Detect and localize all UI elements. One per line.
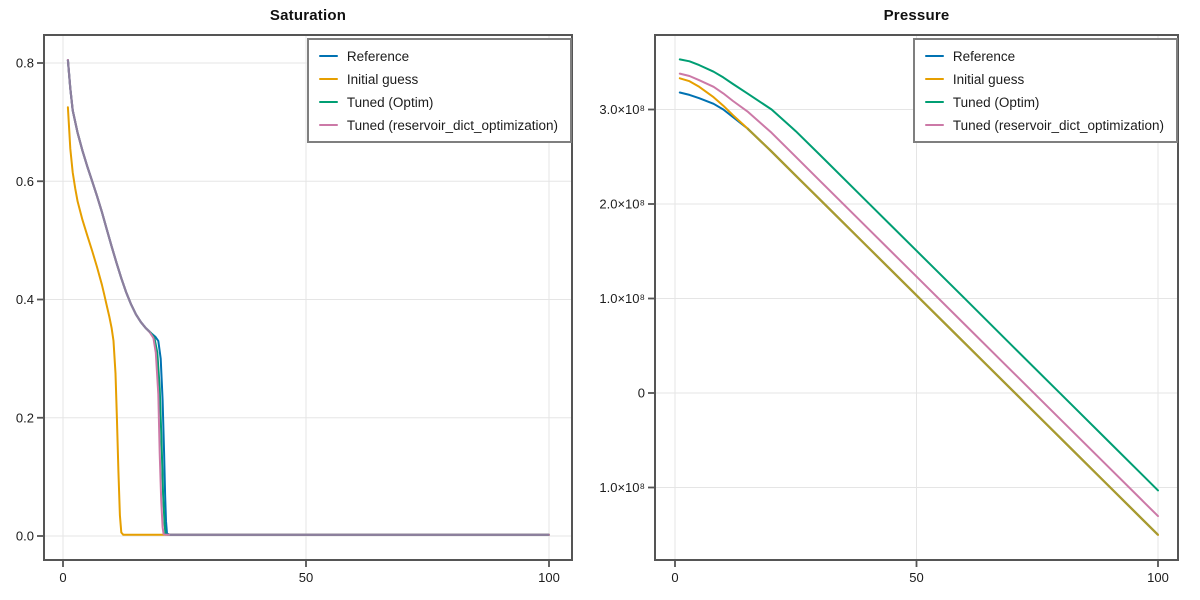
legend-entry-label: Reference (952, 48, 1016, 64)
legend-entry-label: Reference (346, 48, 410, 64)
legend-entry: Reference (318, 47, 558, 65)
y-axis-tick-label: 2.0×10⁸ (600, 197, 645, 212)
legend-entry-label: Tuned (reservoir_dict_optimization) (952, 117, 1164, 133)
series-line-tuned-optim- (678, 58, 1159, 492)
overlapping-series-line (746, 127, 1159, 536)
x-axis-tick-label: 0 (671, 570, 678, 585)
pressure-plot-title: Pressure (883, 7, 950, 24)
saturation-plot-title: Saturation (269, 7, 347, 24)
pressure-plot-area: 0 50 100 −1.0×10⁸ 0 1.0×10⁸ 2.0×10⁸ 3.0×10⁸ (600, 34, 1179, 585)
overlapping-series-line (66, 59, 152, 334)
legend-entry-label: Tuned (Optim) (952, 94, 1040, 110)
y-axis-tick-label: 0 (638, 386, 645, 401)
axes-frame (654, 34, 1179, 561)
legend-entry: Tuned (Optim) (924, 93, 1164, 111)
y-axis-tick-label: 0.8 (16, 56, 34, 71)
legend-line-swatch (924, 77, 944, 81)
legend-line-swatch (924, 100, 944, 104)
legend-entry-label: Tuned (reservoir_dict_optimization) (346, 117, 558, 133)
y-axis-tick-label: 3.0×10⁸ (600, 102, 645, 117)
y-axis-tick-label: 1.0×10⁸ (600, 291, 645, 306)
y-axis-tick-label: −1.0×10⁸ (600, 480, 645, 495)
panel-pressure: 0 50 100 −1.0×10⁸ 0 1.0×10⁸ 2.0×10⁸ 3.0×10⁸ Pre… (600, 0, 1200, 600)
x-axis-tick-label: 100 (538, 570, 560, 585)
x-axis-tick-label: 50 (299, 570, 313, 585)
legend-entry-label: Tuned (Optim) (346, 94, 434, 110)
pressure-legend: Reference Initial guess Tuned (Optim) Tuned… (912, 38, 1178, 143)
series-line-initial-guess (66, 106, 550, 536)
legend-entry: Reference (924, 47, 1164, 65)
legend-entry-label: Initial guess (952, 71, 1025, 87)
y-axis-tick-label: 0.2 (16, 410, 34, 425)
legend-line-swatch (924, 123, 944, 127)
legend-line-swatch (318, 100, 338, 104)
series-line-initial-guess (678, 77, 1159, 536)
saturation-plot-area: 0 50 100 0.0 0.2 0.4 0.6 0.8 (16, 34, 573, 585)
x-axis-tick-label: 100 (1147, 570, 1169, 585)
x-axis-tick-label: 0 (59, 570, 66, 585)
legend-entry: Tuned (reservoir_dict_optimization) (924, 116, 1164, 134)
legend-line-swatch (318, 123, 338, 127)
y-axis-tick-label: 0.4 (16, 292, 34, 307)
series-line-tuned-reservoir-dict-optimization- (678, 72, 1159, 518)
panel-saturation: 0 50 100 0.0 0.2 0.4 0.6 0.8 Saturation Referen… (16, 7, 573, 585)
legend-entry: Initial guess (924, 70, 1164, 88)
legend-entry: Tuned (reservoir_dict_optimization) (318, 116, 558, 134)
legend-entry: Tuned (Optim) (318, 93, 558, 111)
axes-frame (43, 34, 573, 561)
legend-entry-label: Initial guess (346, 71, 419, 87)
saturation-legend: Reference Initial guess Tuned (Optim) Tuned… (306, 38, 572, 143)
series-line-reference (678, 91, 1159, 536)
y-axis-tick-label: 0.6 (16, 174, 34, 189)
legend-line-swatch (924, 54, 944, 58)
legend-line-swatch (318, 54, 338, 58)
legend-entry: Initial guess (318, 70, 558, 88)
x-axis-tick-label: 50 (909, 570, 923, 585)
y-axis-tick-label: 0.0 (16, 529, 34, 544)
legend-line-swatch (318, 77, 338, 81)
